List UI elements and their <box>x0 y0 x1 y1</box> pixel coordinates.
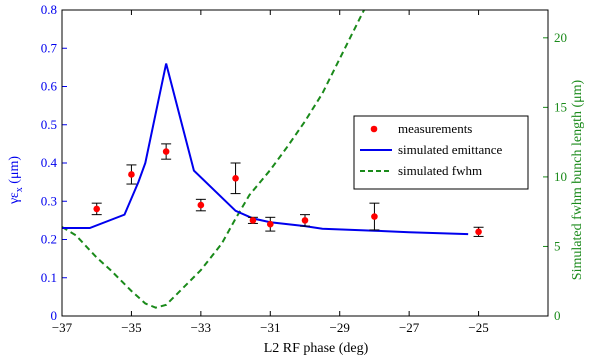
measurement-point <box>473 226 484 237</box>
measurement-point <box>161 143 172 160</box>
measurement-marker <box>266 220 274 228</box>
legend-label-measurements: measurements <box>398 121 472 136</box>
measurement-marker <box>232 175 239 182</box>
measurement-point <box>369 202 380 231</box>
measurement-marker <box>475 228 482 236</box>
y-left-tick-label: 0.8 <box>41 2 57 17</box>
y-left-axis-label-sub: x <box>14 187 25 192</box>
plot-frame <box>61 9 549 317</box>
x-axis-label: L2 RF phase (deg) <box>264 341 369 356</box>
y-right-tick-label: 10 <box>554 169 567 184</box>
y-left-axis-label: γεx (μm) <box>7 156 25 205</box>
legend-marker-measurements <box>370 125 378 133</box>
measurement-marker <box>371 213 378 220</box>
fwhm-line <box>62 10 365 309</box>
measurement-point <box>300 214 310 227</box>
legend: measurements simulated emittance simulat… <box>353 115 529 190</box>
measurement-point <box>195 198 206 212</box>
measurement-marker <box>162 148 170 155</box>
x-tick-label: −37 <box>52 320 73 335</box>
y-left-tick-label: 0 <box>51 308 58 323</box>
y-left-tick-label: 0.3 <box>41 193 57 208</box>
y-left-tick-label: 0.1 <box>41 270 57 285</box>
x-tick-label: −29 <box>330 320 350 335</box>
x-tick-label: −25 <box>468 320 488 335</box>
y-right-axis-label: Simulated fwhm bunch length (μm) <box>570 79 585 280</box>
y-left-tick-label: 0.5 <box>41 117 57 132</box>
measurement-marker <box>128 171 135 178</box>
y-right-tick-label: 20 <box>554 30 567 45</box>
y-left-tick-label: 0.2 <box>41 232 57 247</box>
legend-box <box>353 115 529 190</box>
measurement-point <box>247 216 258 224</box>
measurement-marker <box>197 201 205 209</box>
measurement-marker <box>249 217 257 224</box>
x-tick-label: −35 <box>121 320 141 335</box>
y-left-tick-label: 0.7 <box>41 40 58 55</box>
y-left-axis-label-unit: (μm) <box>7 156 22 188</box>
measurement-marker <box>93 205 101 213</box>
y-left-tick-label: 0.4 <box>41 155 58 170</box>
measurement-point <box>230 162 241 195</box>
measurement-point <box>91 202 102 216</box>
legend-label-fwhm: simulated fwhm <box>398 163 482 178</box>
y-left-tick-label: 0.6 <box>41 79 58 94</box>
y-right-tick-label: 15 <box>554 99 567 114</box>
y-left-axis-label-main: γε <box>7 192 22 205</box>
emittance-line <box>62 63 469 236</box>
measurement-marker <box>301 217 309 224</box>
x-tick-label: −31 <box>260 320 280 335</box>
y-right-tick-label: 5 <box>554 238 561 253</box>
x-tick-label: −27 <box>399 320 420 335</box>
measurement-point <box>126 164 137 185</box>
x-tick-label: −33 <box>191 320 211 335</box>
legend-label-emittance: simulated emittance <box>398 142 503 157</box>
measurement-point <box>265 216 276 232</box>
y-right-tick-label: 0 <box>554 308 561 323</box>
